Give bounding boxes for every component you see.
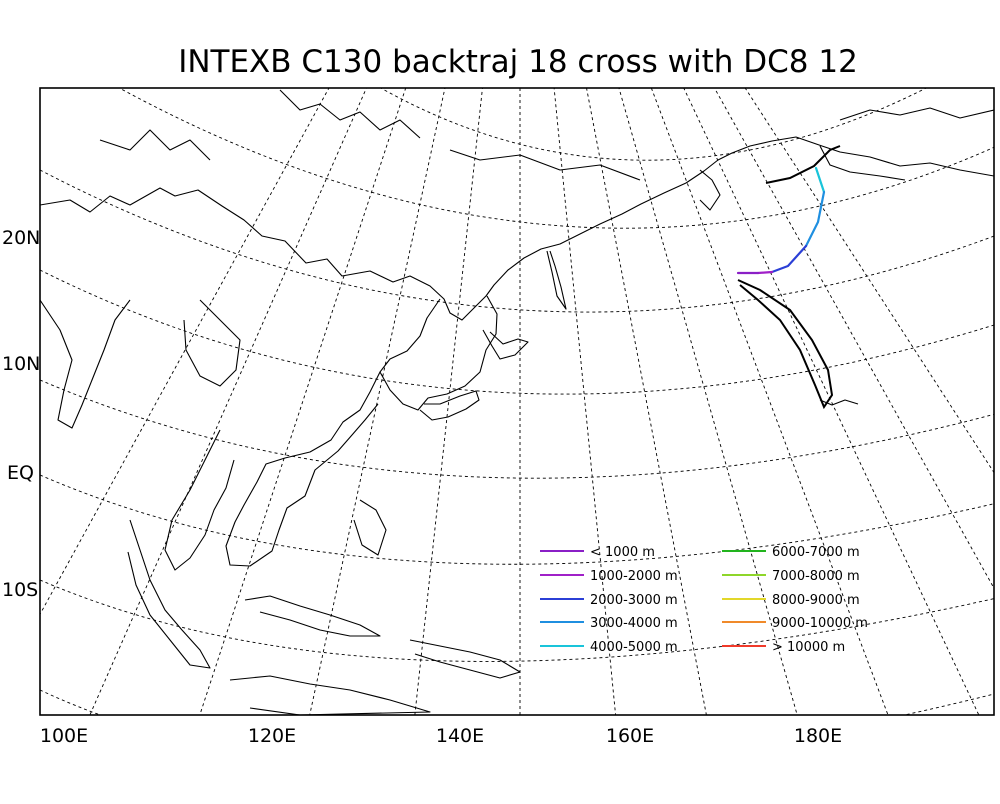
latitude-circle [40,474,994,565]
coastline [419,390,480,421]
meridian-line [199,88,407,715]
lat-label-eq: EQ [7,462,34,484]
latitude-circle [380,88,928,161]
coastline [379,295,498,411]
meridian-line [89,88,367,715]
coastline [546,250,567,310]
lon-label-100e: 100E [40,725,88,747]
latitude-circle [40,269,994,395]
lat-label-10s: 10S [2,579,38,601]
legend-label: 1000-2000 m [590,569,678,584]
meridian-line [553,88,617,715]
meridian-line [713,88,994,590]
trajectory-path-3000-4000 [804,190,826,248]
lon-label-120e: 120E [248,725,296,747]
lat-label-20n: 20N [2,227,40,249]
flight-track [765,145,841,184]
longitude-labels: 100E 120E 140E 160E 180E [40,725,842,747]
coastline [183,299,241,387]
legend-label: 7000-8000 m [772,569,860,584]
coastline [449,149,641,181]
trajectory [736,145,841,410]
trajectory-path-1000-2000 [756,270,774,275]
coastline [127,519,211,669]
meridian-line [618,88,798,715]
legend-label: 2000-3000 m [590,593,678,608]
map-title: INTEXB C130 backtraj 18 cross with DC8 1… [178,44,858,80]
legend-label: 9000-10000 m [772,616,868,631]
legend-label: < 1000 m [590,545,655,560]
lat-label-10n: 10N [2,353,40,375]
lon-label-180e: 180E [794,725,842,747]
trajectory-path-2000-3000 [770,244,808,274]
lon-label-160e: 160E [606,725,654,747]
legend-label: 4000-5000 m [590,640,678,655]
coastline [244,595,381,637]
legend-label: 8000-9000 m [772,593,860,608]
coastline [279,89,421,139]
coastline [482,329,529,360]
meridian-line [414,88,483,715]
coastline [40,299,131,429]
coastline [164,429,235,571]
meridian-line [744,88,994,474]
coastline [409,639,521,679]
legend-label: 3000-4000 m [590,616,678,631]
coastline [353,499,387,556]
coastline [225,371,381,567]
trajectory-path-4000-5000 [814,166,826,194]
coastline [699,169,721,211]
altitude-legend: < 1000 m 1000-2000 m 2000-3000 m 3000-40… [540,545,868,655]
legend-label: > 10000 m [772,640,845,655]
map-frame [39,87,995,716]
coastline [99,129,211,161]
coastline [40,136,994,321]
meridian-line [650,88,889,715]
flight-track-loop [737,279,834,410]
coastline [229,675,431,715]
meridian-line [586,88,707,715]
coastline [839,107,994,121]
coastline [819,145,906,181]
longitude-gridlines [40,88,994,715]
latitude-labels: 20N 10N EQ 10S [2,227,40,601]
legend-label: 6000-7000 m [772,545,860,560]
latitude-circle [118,88,994,229]
latitude-circle [40,379,994,479]
lon-label-140e: 140E [436,725,484,747]
latitude-circle [40,579,994,662]
